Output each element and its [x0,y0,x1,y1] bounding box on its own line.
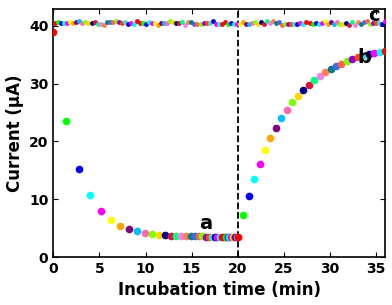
Text: c: c [368,6,380,25]
X-axis label: Incubation time (min): Incubation time (min) [118,282,321,300]
Y-axis label: Current (μA): Current (μA) [5,74,24,192]
Text: b: b [358,48,371,67]
Text: a: a [199,214,212,233]
